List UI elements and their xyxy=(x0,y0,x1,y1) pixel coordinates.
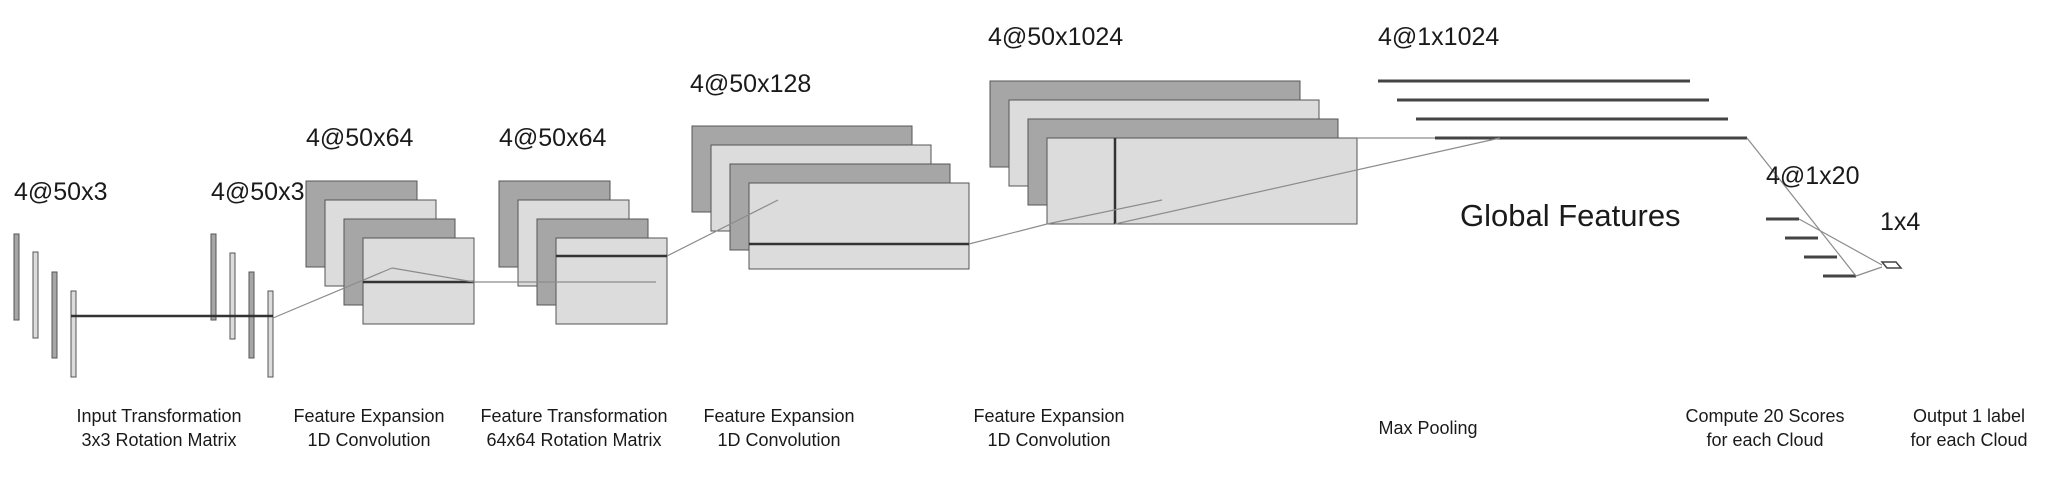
connector xyxy=(391,267,475,283)
feature-strips xyxy=(71,242,969,318)
transformation2-stack xyxy=(498,180,668,325)
label-input-shape: 4@50x3 xyxy=(14,178,108,206)
input-slab xyxy=(70,290,77,378)
op-max-pooling-line1: Max Pooling xyxy=(1378,418,1477,438)
expansion3-layer xyxy=(1046,137,1358,225)
op-output-label-line2: for each Cloud xyxy=(1910,430,2027,450)
op-feature-transformation-line1: Feature Transformation xyxy=(480,406,667,426)
connector xyxy=(968,223,1048,245)
input-slab xyxy=(51,271,58,359)
op-output-label-line1: Output 1 label xyxy=(1913,406,2025,426)
scores-lines xyxy=(1766,217,1856,278)
op-feature-expansion-1-line1: Feature Expansion xyxy=(293,406,444,426)
op-input-transformation-line1: Input Transformation xyxy=(76,406,241,426)
shape-labels: 4@50x3 4@50x3 4@50x64 4@50x64 4@50x128 4… xyxy=(14,23,1920,236)
connector xyxy=(1746,137,1857,277)
input-stack xyxy=(13,233,77,378)
op-feature-expansion-3-line2: 1D Convolution xyxy=(987,430,1110,450)
op-compute-scores-line2: for each Cloud xyxy=(1706,430,1823,450)
expansion2-layer xyxy=(748,182,970,270)
input-slab xyxy=(13,233,20,321)
op-feature-expansion-1-line2: 1D Convolution xyxy=(307,430,430,450)
label-output-shape: 1x4 xyxy=(1880,208,1920,236)
op-feature-expansion-3-line1: Feature Expansion xyxy=(973,406,1124,426)
global-features-lines xyxy=(1378,79,1747,140)
connector xyxy=(1046,199,1163,225)
expansion1-stack xyxy=(305,180,475,325)
op-feature-transformation-line2: 64x64 Rotation Matrix xyxy=(486,430,661,450)
label-expansion2-shape: 4@50x128 xyxy=(690,70,811,98)
connector-lines xyxy=(272,137,1883,319)
op-feature-expansion-2-line1: Feature Expansion xyxy=(703,406,854,426)
connector xyxy=(1855,266,1883,277)
connector xyxy=(1114,137,1501,225)
transformed-input-slab xyxy=(229,252,236,340)
input-slab xyxy=(32,251,39,339)
expansion3-stack xyxy=(989,80,1358,225)
label-expansion3-shape: 4@50x1024 xyxy=(988,23,1123,51)
label-scores-shape: 4@1x20 xyxy=(1766,162,1860,190)
op-feature-expansion-2-line2: 1D Convolution xyxy=(717,430,840,450)
transformation2-layer xyxy=(555,237,668,325)
label-transformation2-shape: 4@50x64 xyxy=(499,124,606,152)
expansion2-stack xyxy=(691,125,970,270)
operation-labels: Input Transformation 3x3 Rotation Matrix… xyxy=(76,406,2027,450)
op-compute-scores-line1: Compute 20 Scores xyxy=(1685,406,1844,426)
connector xyxy=(272,267,393,319)
connector xyxy=(1798,218,1883,266)
transformed-input-slab xyxy=(267,290,274,378)
output-vector xyxy=(1880,261,1903,269)
label-transformed-input-shape: 4@50x3 xyxy=(211,178,305,206)
transformed-input-slab xyxy=(210,233,217,321)
label-pooled-shape: 4@1x1024 xyxy=(1378,23,1499,51)
label-expansion1-shape: 4@50x64 xyxy=(306,124,413,152)
connector xyxy=(666,199,779,257)
transformed-input-stack xyxy=(210,233,274,378)
global-features-title: Global Features xyxy=(1460,198,1681,233)
op-input-transformation-line2: 3x3 Rotation Matrix xyxy=(81,430,236,450)
